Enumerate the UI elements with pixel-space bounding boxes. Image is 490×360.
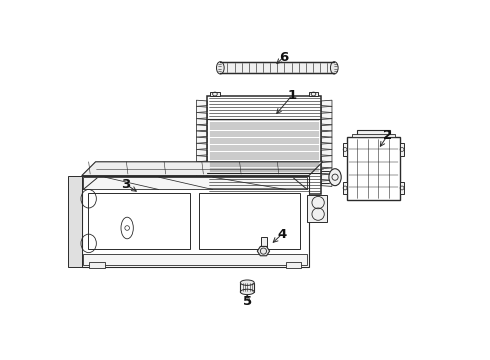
Ellipse shape: [240, 280, 254, 285]
Bar: [357, 130, 391, 137]
Bar: [309, 92, 318, 96]
Bar: [83, 177, 307, 189]
Polygon shape: [196, 156, 207, 162]
Bar: [400, 143, 404, 156]
Polygon shape: [321, 149, 332, 156]
Polygon shape: [196, 174, 207, 180]
Bar: [347, 137, 400, 200]
Polygon shape: [82, 176, 309, 266]
Ellipse shape: [329, 169, 341, 186]
Polygon shape: [196, 168, 207, 174]
Text: 1: 1: [287, 89, 296, 102]
Polygon shape: [321, 125, 332, 131]
Bar: [207, 95, 321, 194]
Bar: [88, 193, 190, 249]
Bar: [89, 262, 105, 268]
Polygon shape: [196, 112, 207, 119]
Ellipse shape: [330, 62, 338, 74]
Polygon shape: [196, 125, 207, 131]
Polygon shape: [321, 112, 332, 119]
Polygon shape: [321, 168, 332, 174]
Text: 6: 6: [279, 50, 288, 64]
Polygon shape: [196, 119, 207, 125]
Bar: [261, 237, 267, 248]
Polygon shape: [257, 247, 270, 256]
Polygon shape: [321, 131, 332, 137]
Polygon shape: [321, 119, 332, 125]
Polygon shape: [196, 149, 207, 156]
Polygon shape: [68, 176, 82, 266]
Bar: [352, 134, 395, 137]
Ellipse shape: [217, 62, 224, 74]
Polygon shape: [196, 180, 207, 186]
Bar: [207, 95, 321, 194]
Polygon shape: [321, 156, 332, 162]
Bar: [210, 92, 220, 96]
Polygon shape: [196, 143, 207, 149]
Polygon shape: [321, 174, 332, 180]
Bar: [286, 262, 301, 268]
Polygon shape: [321, 106, 332, 112]
Polygon shape: [196, 131, 207, 137]
Bar: [83, 254, 307, 265]
Polygon shape: [321, 100, 332, 106]
Bar: [400, 182, 404, 194]
Polygon shape: [196, 137, 207, 143]
Polygon shape: [196, 162, 207, 168]
Ellipse shape: [240, 289, 254, 294]
Polygon shape: [321, 162, 332, 168]
Bar: [240, 283, 254, 292]
Bar: [343, 182, 347, 194]
Polygon shape: [196, 106, 207, 112]
Bar: [343, 143, 347, 156]
Bar: [220, 62, 334, 73]
Polygon shape: [321, 180, 332, 186]
Polygon shape: [321, 143, 332, 149]
Polygon shape: [196, 100, 207, 106]
Text: 2: 2: [383, 129, 392, 142]
Text: 5: 5: [243, 294, 252, 308]
Bar: [199, 193, 300, 249]
Polygon shape: [82, 162, 323, 176]
Bar: [307, 195, 327, 222]
Text: 4: 4: [277, 228, 287, 240]
Text: 3: 3: [121, 177, 130, 190]
Polygon shape: [321, 137, 332, 143]
